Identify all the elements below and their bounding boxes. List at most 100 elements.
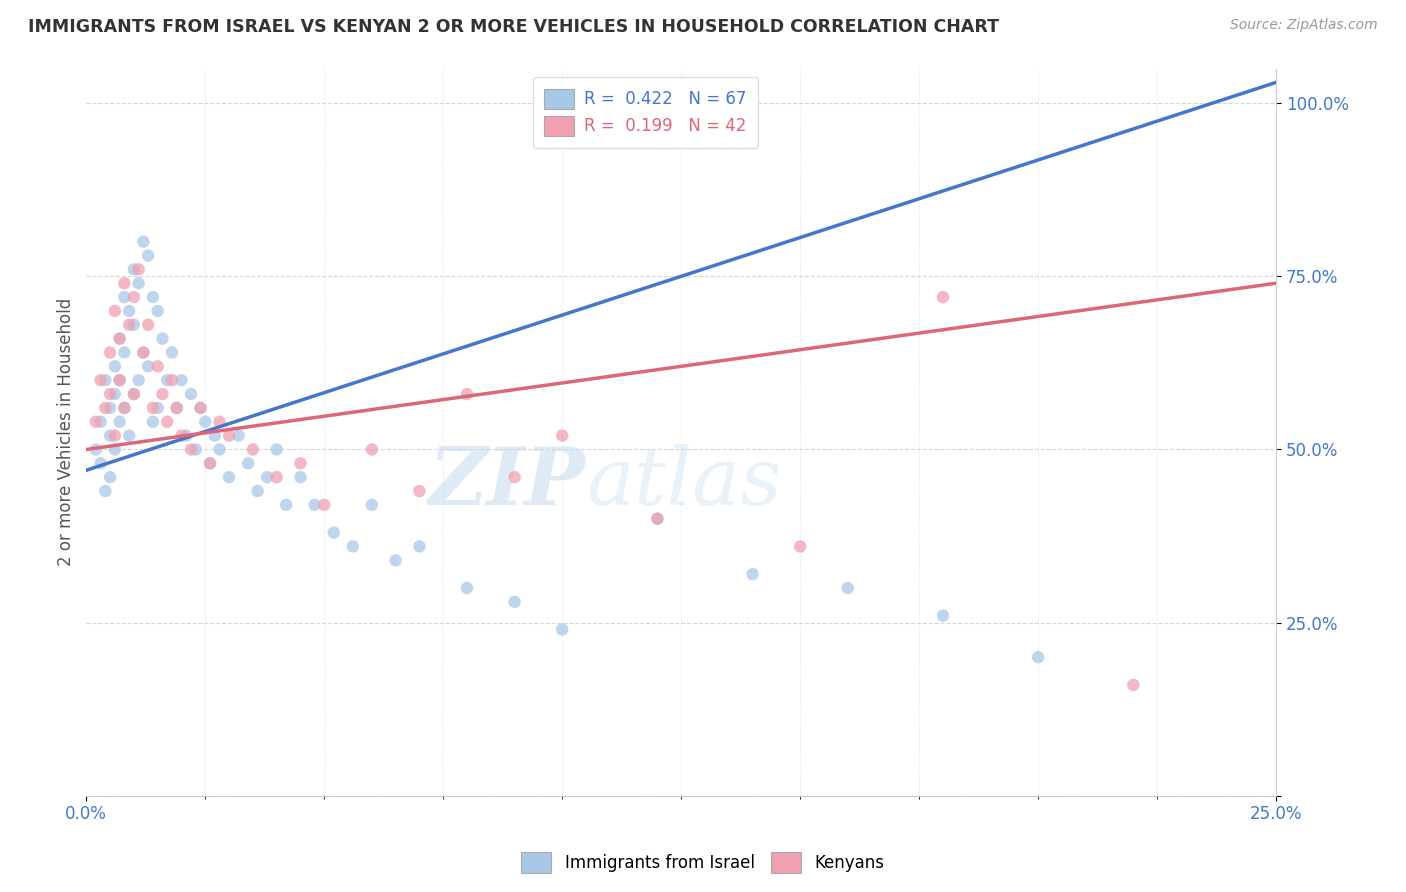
Point <box>104 387 127 401</box>
Point <box>136 248 159 262</box>
Point <box>108 415 131 429</box>
Legend: R =  0.422   N = 67, R =  0.199   N = 42: R = 0.422 N = 67, R = 0.199 N = 42 <box>533 77 758 147</box>
Point <box>204 428 226 442</box>
Point <box>104 304 127 318</box>
Point <box>1026 650 1049 665</box>
Point <box>108 332 131 346</box>
Point <box>228 428 250 442</box>
Point <box>342 540 364 554</box>
Point <box>208 415 231 429</box>
Point <box>108 373 131 387</box>
Point <box>190 401 212 415</box>
Point <box>118 304 141 318</box>
Text: atlas: atlas <box>586 444 782 522</box>
Point <box>132 345 155 359</box>
Point <box>166 401 188 415</box>
Point <box>94 373 117 387</box>
Point <box>146 401 169 415</box>
Point <box>551 428 574 442</box>
Point <box>166 401 188 415</box>
Point <box>122 262 145 277</box>
Point <box>94 401 117 415</box>
Point <box>160 345 183 359</box>
Point <box>132 345 155 359</box>
Point <box>647 512 669 526</box>
Y-axis label: 2 or more Vehicles in Household: 2 or more Vehicles in Household <box>58 298 75 566</box>
Point <box>194 415 217 429</box>
Point <box>146 304 169 318</box>
Point <box>128 262 150 277</box>
Point <box>932 608 955 623</box>
Point <box>90 415 112 429</box>
Point <box>314 498 336 512</box>
Point <box>122 387 145 401</box>
Point <box>218 470 240 484</box>
Point <box>112 401 135 415</box>
Point <box>198 456 221 470</box>
Point <box>104 428 127 442</box>
Point <box>360 498 382 512</box>
Point <box>180 442 202 457</box>
Point <box>118 318 141 332</box>
Point <box>104 442 127 457</box>
Point <box>112 345 135 359</box>
Point <box>246 483 269 498</box>
Text: ZIP: ZIP <box>429 444 586 522</box>
Point <box>108 332 131 346</box>
Point <box>266 470 288 484</box>
Point <box>180 387 202 401</box>
Point <box>242 442 264 457</box>
Point <box>94 483 117 498</box>
Point <box>647 512 669 526</box>
Point <box>170 373 193 387</box>
Point <box>408 540 430 554</box>
Point <box>170 428 193 442</box>
Point <box>112 401 135 415</box>
Point <box>256 470 278 484</box>
Point <box>98 401 121 415</box>
Point <box>503 470 526 484</box>
Point <box>156 415 179 429</box>
Point <box>152 332 174 346</box>
Point <box>90 456 112 470</box>
Point <box>360 442 382 457</box>
Point <box>128 277 150 291</box>
Point <box>142 290 165 304</box>
Point <box>122 290 145 304</box>
Point <box>932 290 955 304</box>
Point <box>184 442 207 457</box>
Point <box>122 387 145 401</box>
Point <box>208 442 231 457</box>
Point <box>118 428 141 442</box>
Point <box>122 318 145 332</box>
Point <box>84 415 107 429</box>
Point <box>236 456 259 470</box>
Point <box>384 553 406 567</box>
Point <box>456 581 478 595</box>
Point <box>266 442 288 457</box>
Point <box>152 387 174 401</box>
Point <box>290 456 312 470</box>
Point <box>132 235 155 249</box>
Point <box>290 470 312 484</box>
Point <box>198 456 221 470</box>
Point <box>112 290 135 304</box>
Point <box>322 525 344 540</box>
Text: IMMIGRANTS FROM ISRAEL VS KENYAN 2 OR MORE VEHICLES IN HOUSEHOLD CORRELATION CHA: IMMIGRANTS FROM ISRAEL VS KENYAN 2 OR MO… <box>28 18 1000 36</box>
Point <box>128 373 150 387</box>
Point <box>160 373 183 387</box>
Text: Source: ZipAtlas.com: Source: ZipAtlas.com <box>1230 18 1378 32</box>
Point <box>218 428 240 442</box>
Point <box>108 373 131 387</box>
Point <box>551 623 574 637</box>
Legend: Immigrants from Israel, Kenyans: Immigrants from Israel, Kenyans <box>515 846 891 880</box>
Point <box>104 359 127 374</box>
Point <box>98 470 121 484</box>
Point <box>136 318 159 332</box>
Point <box>98 428 121 442</box>
Point <box>136 359 159 374</box>
Point <box>142 401 165 415</box>
Point <box>146 359 169 374</box>
Point <box>276 498 298 512</box>
Point <box>503 595 526 609</box>
